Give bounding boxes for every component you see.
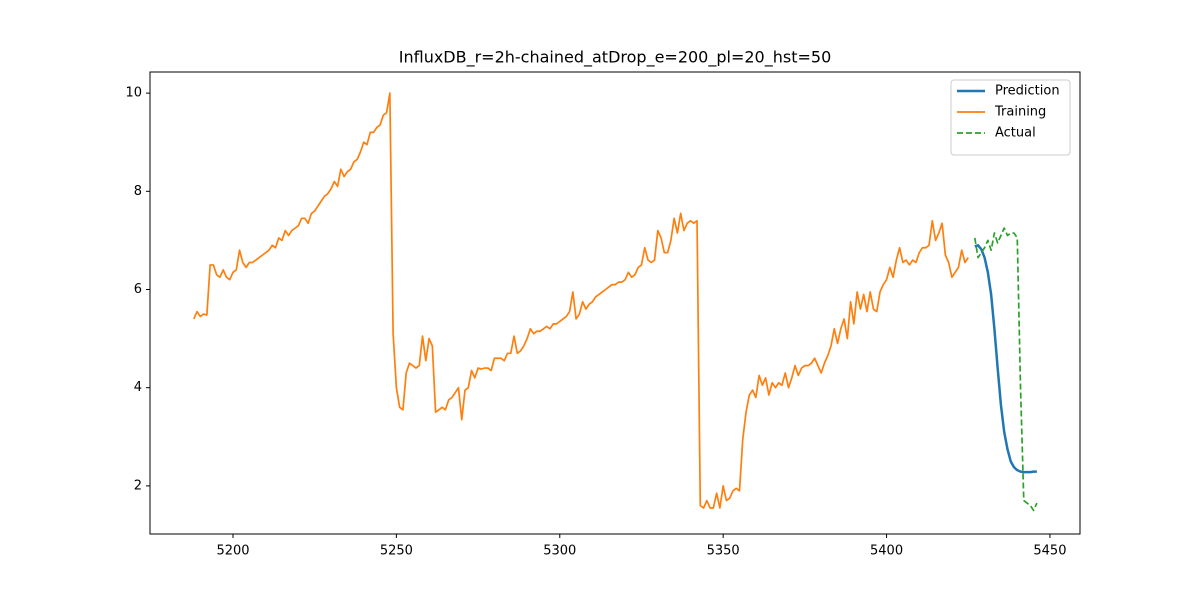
legend-label: Training — [994, 105, 1046, 120]
y-tick-label: 2 — [134, 478, 142, 493]
axes-frame — [149, 71, 1081, 535]
series-line — [193, 92, 969, 509]
x-tick-label: 5400 — [870, 544, 903, 559]
series-line — [974, 244, 1037, 474]
y-tick-label: 10 — [125, 86, 142, 101]
legend-label: Prediction — [995, 84, 1060, 99]
chart-title: InfluxDB_r=2h-chained_atDrop_e=200_pl=20… — [399, 48, 832, 68]
y-tick-label: 6 — [134, 282, 142, 297]
y-tick-label: 4 — [134, 380, 142, 395]
legend: Prediction Training Actual — [950, 79, 1071, 156]
plot-area — [193, 92, 1038, 512]
y-tick-label: 8 — [134, 184, 142, 199]
x-tick-label: 5250 — [380, 544, 413, 559]
x-tick-label: 5200 — [216, 544, 249, 559]
legend-label: Actual — [995, 126, 1036, 141]
x-tick-label: 5450 — [1033, 544, 1066, 559]
legend-box — [950, 79, 1071, 156]
x-tick-label: 5300 — [543, 544, 576, 559]
x-tick-label: 5350 — [707, 544, 740, 559]
series-line — [973, 227, 1038, 512]
